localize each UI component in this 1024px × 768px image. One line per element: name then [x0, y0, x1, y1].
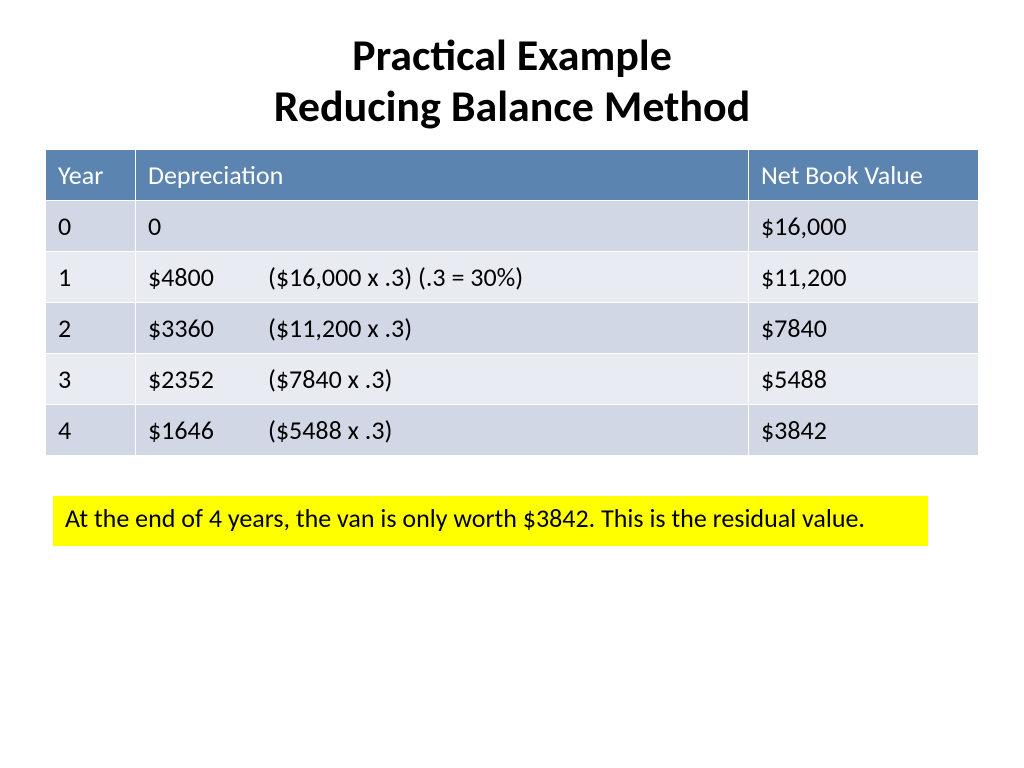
title-block: Practical Example Reducing Balance Metho…: [45, 30, 979, 131]
cell-year: 1: [46, 252, 136, 303]
title-line1: Practical Example: [45, 30, 979, 81]
highlight-note: At the end of 4 years, the van is only w…: [53, 496, 928, 546]
table-header-row: Year Depreciation Net Book Value: [46, 150, 979, 201]
cell-depreciation: 0: [136, 201, 749, 252]
cell-depreciation: $3360($11,200 x .3): [136, 303, 749, 354]
dep-calc: ($5488 x .3): [268, 414, 392, 446]
cell-year: 4: [46, 405, 136, 456]
cell-nbv: $3842: [749, 405, 979, 456]
table-row: 2 $3360($11,200 x .3) $7840: [46, 303, 979, 354]
cell-nbv: $16,000: [749, 201, 979, 252]
cell-nbv: $11,200: [749, 252, 979, 303]
table-row: 3 $2352($7840 x .3) $5488: [46, 354, 979, 405]
dep-calc: ($16,000 x .3) (.3 = 30%): [268, 261, 523, 293]
dep-amount: $1646: [148, 414, 268, 446]
cell-nbv: $7840: [749, 303, 979, 354]
cell-year: 2: [46, 303, 136, 354]
table-row: 4 $1646($5488 x .3) $3842: [46, 405, 979, 456]
cell-nbv: $5488: [749, 354, 979, 405]
col-header-nbv: Net Book Value: [749, 150, 979, 201]
table-row: 0 0 $16,000: [46, 201, 979, 252]
slide-container: Practical Example Reducing Balance Metho…: [0, 0, 1024, 768]
cell-year: 0: [46, 201, 136, 252]
dep-calc: ($11,200 x .3): [268, 312, 412, 344]
dep-amount: $4800: [148, 261, 268, 293]
dep-amount: $3360: [148, 312, 268, 344]
cell-depreciation: $4800($16,000 x .3) (.3 = 30%): [136, 252, 749, 303]
dep-amount: $2352: [148, 363, 268, 395]
cell-year: 3: [46, 354, 136, 405]
cell-depreciation: $2352($7840 x .3): [136, 354, 749, 405]
col-header-depreciation: Depreciation: [136, 150, 749, 201]
col-header-year: Year: [46, 150, 136, 201]
cell-depreciation: $1646($5488 x .3): [136, 405, 749, 456]
dep-calc: ($7840 x .3): [268, 363, 392, 395]
title-line2: Reducing Balance Method: [45, 81, 979, 132]
dep-amount: 0: [148, 210, 268, 242]
depreciation-table: Year Depreciation Net Book Value 0 0 $16…: [45, 149, 979, 456]
table-row: 1 $4800($16,000 x .3) (.3 = 30%) $11,200: [46, 252, 979, 303]
